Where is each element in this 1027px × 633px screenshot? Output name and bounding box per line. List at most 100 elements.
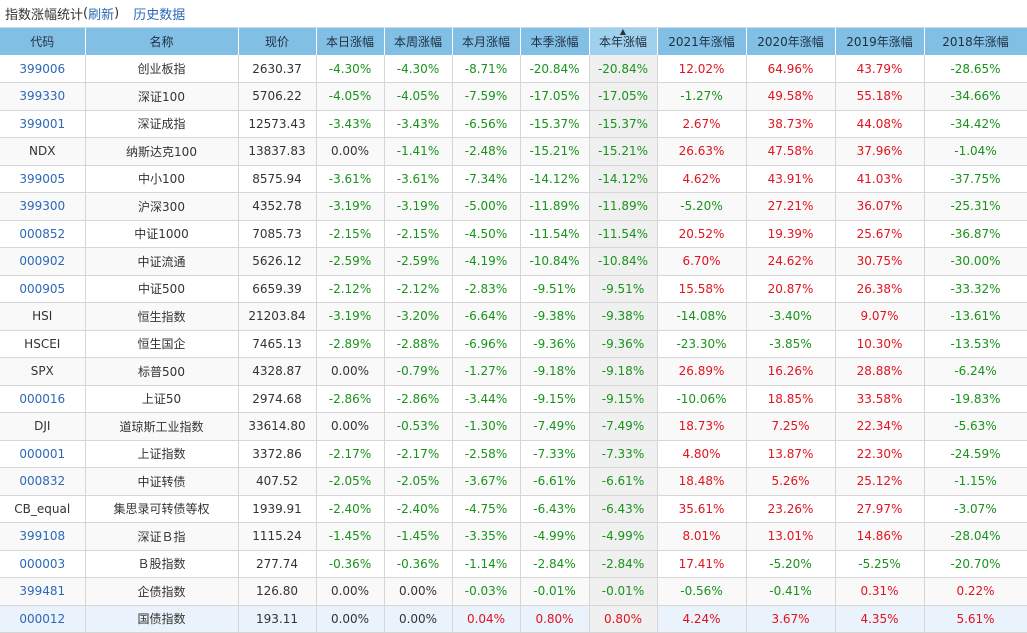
- table-row: 399481 企债指数 126.80 0.00% 0.00% -0.03% -0.01% -0…: [0, 577, 1027, 606]
- change-cell: 13.01%: [746, 522, 836, 551]
- change-cell: -3.61%: [384, 165, 453, 193]
- history-data-link[interactable]: 历史数据: [133, 8, 186, 23]
- change-cell: -1.41%: [384, 137, 453, 166]
- change-cell: 0.04%: [452, 605, 521, 633]
- change-cell: 4.24%: [657, 605, 747, 633]
- index-name-cell: 道琼斯工业指数: [85, 412, 239, 441]
- column-header[interactable]: 名称: [85, 28, 239, 55]
- table-row: 399108 深证Ｂ指 1115.24 -1.45% -1.45% -3.35% -4.99…: [0, 522, 1027, 551]
- column-header[interactable]: 现价: [238, 28, 317, 55]
- change-cell: -25.31%: [924, 192, 1027, 221]
- index-code-cell[interactable]: 000905: [0, 275, 86, 303]
- change-cell: 4.35%: [835, 605, 925, 633]
- column-header[interactable]: 本日涨幅: [316, 28, 385, 55]
- change-cell: -2.17%: [316, 440, 385, 468]
- change-cell: 55.18%: [835, 82, 925, 111]
- change-cell: -2.86%: [316, 385, 385, 413]
- index-code-cell[interactable]: 399330: [0, 82, 86, 111]
- change-cell: 30.75%: [835, 247, 925, 276]
- change-cell: -2.89%: [316, 330, 385, 358]
- index-code-cell[interactable]: 399300: [0, 192, 86, 221]
- index-code-cell[interactable]: 000852: [0, 220, 86, 248]
- column-header[interactable]: 代码: [0, 28, 86, 55]
- change-cell: -1.15%: [924, 467, 1027, 496]
- index-code-cell[interactable]: 000832: [0, 467, 86, 496]
- index-code-cell[interactable]: 399481: [0, 577, 86, 606]
- change-cell: -7.34%: [452, 165, 521, 193]
- change-cell: -4.30%: [316, 55, 385, 83]
- change-cell: 0.00%: [316, 412, 385, 441]
- column-header[interactable]: 2019年涨幅: [835, 28, 925, 55]
- column-header[interactable]: 本季涨幅: [520, 28, 590, 55]
- column-header[interactable]: 本周涨幅: [384, 28, 453, 55]
- change-cell: -19.83%: [924, 385, 1027, 413]
- index-code-cell[interactable]: 399001: [0, 110, 86, 138]
- change-cell: -0.03%: [452, 577, 521, 606]
- index-code-cell[interactable]: 000001: [0, 440, 86, 468]
- change-cell: 0.00%: [316, 577, 385, 606]
- change-cell: -20.84%: [520, 55, 590, 83]
- change-cell: -3.19%: [316, 192, 385, 221]
- refresh-link[interactable]: 刷新: [88, 8, 115, 23]
- change-cell: -6.64%: [452, 302, 521, 331]
- change-cell: 20.52%: [657, 220, 747, 248]
- price-cell: 7085.73: [238, 220, 317, 248]
- change-cell: -2.40%: [384, 495, 453, 523]
- index-code-cell[interactable]: 000003: [0, 550, 86, 578]
- index-code-cell[interactable]: 000902: [0, 247, 86, 276]
- change-cell: -9.18%: [520, 357, 590, 386]
- table-row: DJI 道琼斯工业指数 33614.80 0.00% -0.53% -1.30% -7.49…: [0, 412, 1027, 441]
- change-cell: -3.43%: [316, 110, 385, 138]
- column-header[interactable]: 2020年涨幅: [746, 28, 836, 55]
- index-code-cell[interactable]: 399006: [0, 55, 86, 83]
- index-code-cell[interactable]: 000012: [0, 605, 86, 633]
- change-cell: 5.61%: [924, 605, 1027, 633]
- index-code-cell: DJI: [0, 412, 86, 441]
- change-cell: 24.62%: [746, 247, 836, 276]
- change-cell: 35.61%: [657, 495, 747, 523]
- change-cell: 26.63%: [657, 137, 747, 166]
- change-cell: -28.65%: [924, 55, 1027, 83]
- change-cell: -2.12%: [384, 275, 453, 303]
- change-cell: 26.38%: [835, 275, 925, 303]
- column-header[interactable]: 本月涨幅: [452, 28, 521, 55]
- change-cell: 37.96%: [835, 137, 925, 166]
- change-cell: -9.36%: [589, 330, 658, 358]
- index-name-cell: 中证转债: [85, 467, 239, 496]
- column-header[interactable]: 2018年涨幅: [924, 28, 1027, 55]
- change-cell: -2.48%: [452, 137, 521, 166]
- change-cell: -5.63%: [924, 412, 1027, 441]
- price-cell: 4352.78: [238, 192, 317, 221]
- change-cell: -9.38%: [589, 302, 658, 331]
- column-header[interactable]: ▲ 本年涨幅: [589, 28, 658, 55]
- change-cell: 44.08%: [835, 110, 925, 138]
- table-row: 000832 中证转债 407.52 -2.05% -2.05% -3.67% -6.61%…: [0, 467, 1027, 496]
- index-code-cell[interactable]: 399108: [0, 522, 86, 551]
- price-cell: 21203.84: [238, 302, 317, 331]
- column-header[interactable]: 2021年涨幅: [657, 28, 747, 55]
- change-cell: -6.43%: [520, 495, 590, 523]
- index-name-cell: 恒生国企: [85, 330, 239, 358]
- change-cell: -0.36%: [384, 550, 453, 578]
- change-cell: -1.27%: [452, 357, 521, 386]
- index-code-cell[interactable]: 399005: [0, 165, 86, 193]
- change-cell: -15.21%: [589, 137, 658, 166]
- page-title: 指数涨幅统计: [5, 8, 84, 23]
- change-cell: -4.99%: [520, 522, 590, 551]
- change-cell: -9.18%: [589, 357, 658, 386]
- change-cell: 8.01%: [657, 522, 747, 551]
- index-name-cell: 纳斯达克100: [85, 137, 239, 166]
- change-cell: -1.45%: [384, 522, 453, 551]
- change-cell: -9.15%: [589, 385, 658, 413]
- column-header-label: 本年涨幅: [598, 35, 647, 49]
- price-cell: 5626.12: [238, 247, 317, 276]
- price-cell: 126.80: [238, 577, 317, 606]
- index-code-cell[interactable]: 000016: [0, 385, 86, 413]
- price-cell: 277.74: [238, 550, 317, 578]
- change-cell: 49.58%: [746, 82, 836, 111]
- change-cell: -2.15%: [316, 220, 385, 248]
- change-cell: -0.41%: [746, 577, 836, 606]
- paren-open: (: [83, 6, 89, 21]
- change-cell: -2.12%: [316, 275, 385, 303]
- price-cell: 193.11: [238, 605, 317, 633]
